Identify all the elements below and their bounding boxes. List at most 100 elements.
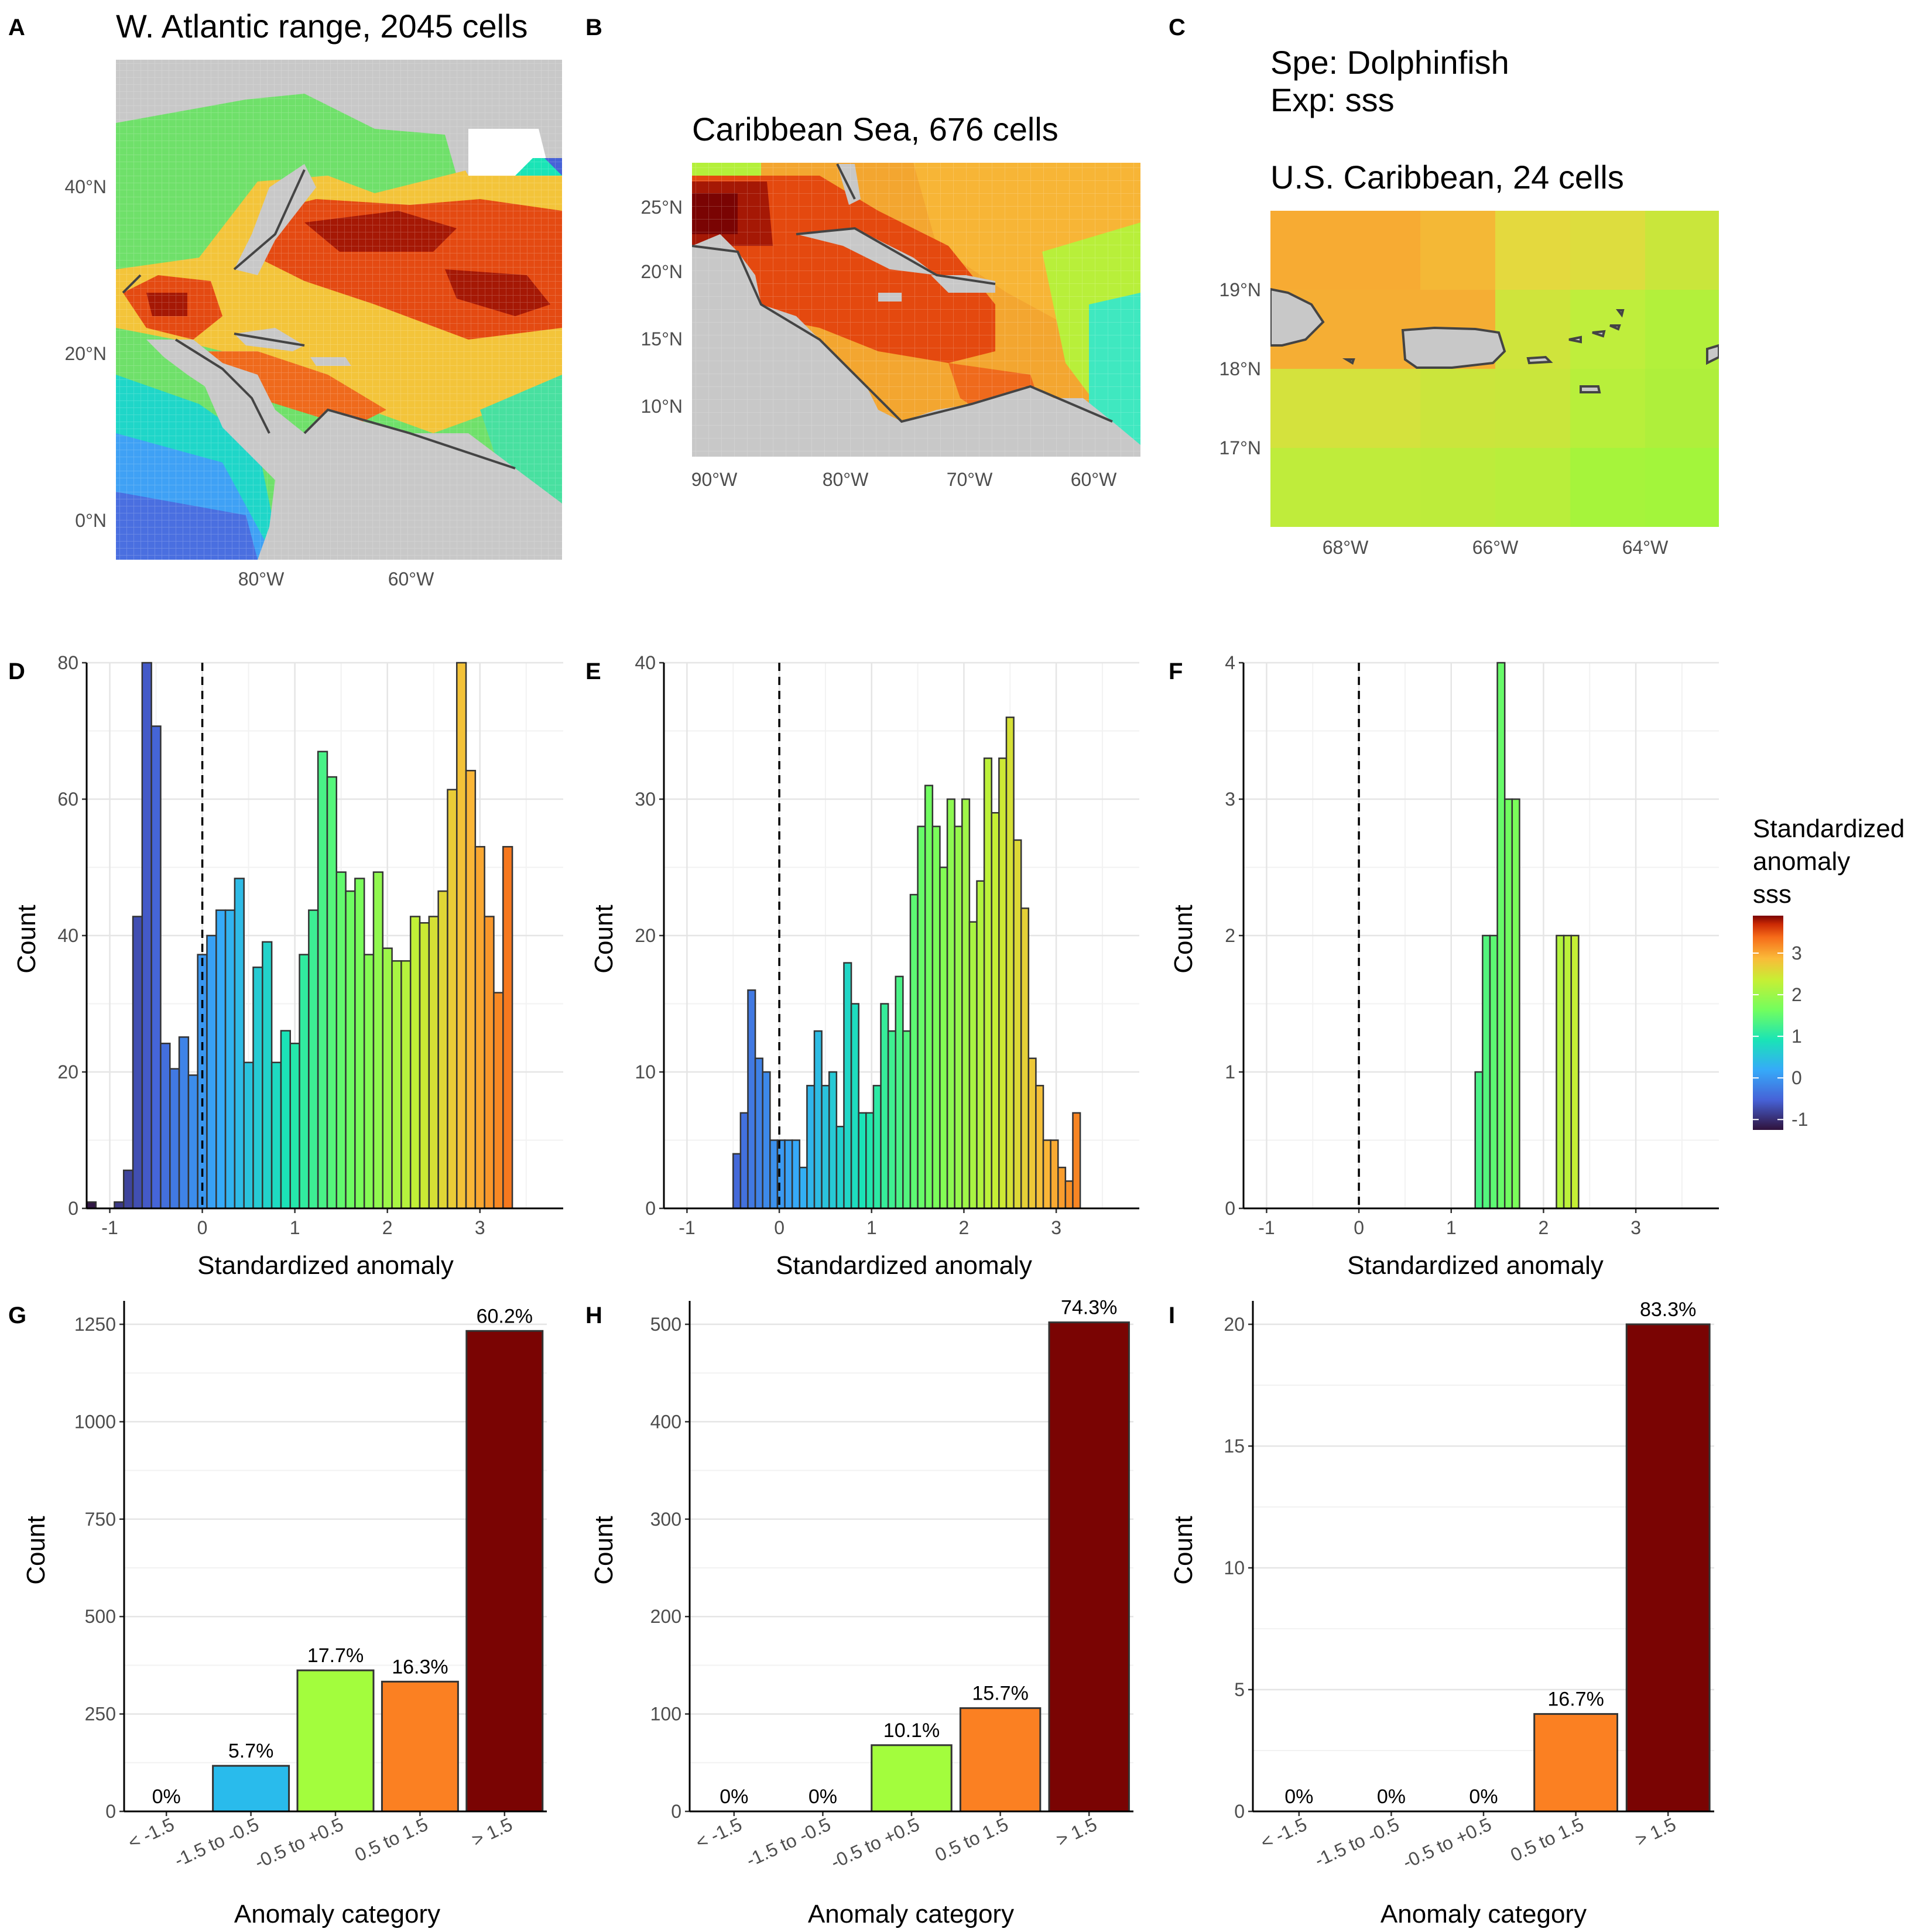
x-category-label: 0.5 to 1.5 — [1507, 1814, 1587, 1866]
y-tick-label: 80 — [57, 652, 78, 673]
histogram-bar — [806, 1085, 816, 1210]
histogram-bar — [1064, 1180, 1074, 1210]
histogram-bar — [363, 954, 375, 1210]
category-bar — [1625, 1323, 1711, 1813]
histogram-bar — [902, 1030, 912, 1210]
x-tick-c: 64°W — [1622, 537, 1669, 558]
y-tick-a: 0°N — [75, 510, 107, 531]
histogram-bar — [1050, 1139, 1059, 1210]
histogram-bar — [178, 1036, 190, 1210]
x-category-label: -0.5 to +0.5 — [1399, 1814, 1495, 1873]
y-tick-b: 15°N — [641, 328, 683, 350]
x-axis-label-e: Standardized anomaly — [776, 1251, 1032, 1280]
panel-tag-b: B — [585, 15, 602, 40]
category-bar — [381, 1680, 459, 1813]
x-tick-b: 70°W — [947, 469, 993, 490]
y-tick-label: 10 — [635, 1061, 656, 1083]
category-bar — [296, 1669, 375, 1813]
y-tick-label: 40 — [635, 652, 656, 673]
y-tick-label: 1000 — [74, 1411, 116, 1432]
histogram-bar — [280, 1030, 291, 1210]
y-tick-label: 15 — [1224, 1436, 1245, 1457]
y-tick-label: 500 — [85, 1606, 116, 1627]
panel-b: B Caribbean Sea, 676 cells 90°W — [585, 15, 1140, 490]
x-tick-label: 0 — [197, 1217, 208, 1238]
x-category-label: > 1.5 — [1053, 1814, 1101, 1851]
y-tick-label: 10 — [1224, 1557, 1245, 1578]
histogram-bar — [895, 975, 904, 1210]
histogram-bar — [122, 1169, 134, 1210]
x-axis-label-i: Anomaly category — [1381, 1900, 1587, 1928]
histogram-bar — [1072, 1112, 1081, 1210]
category-bar — [212, 1765, 290, 1813]
histogram-bar — [160, 1042, 171, 1210]
x-tick-b: 90°W — [691, 469, 738, 490]
histogram-bar — [299, 954, 310, 1210]
histogram-bar — [455, 662, 467, 1210]
y-axis-label-g: Count — [22, 1516, 50, 1584]
axis-y-c: 17°N 18°N 19°N — [1220, 279, 1262, 458]
bar-percent-label: 60.2% — [477, 1305, 533, 1327]
histogram-bar — [991, 812, 1000, 1210]
histogram-bar — [1013, 839, 1022, 1210]
x-tick-label: 2 — [959, 1217, 970, 1238]
x-tick-label: -1 — [101, 1217, 118, 1238]
y-tick-label: 200 — [650, 1606, 681, 1627]
y-tick-label: 300 — [650, 1509, 681, 1530]
x-category-label: > 1.5 — [468, 1814, 516, 1851]
legend-tick-label: 2 — [1791, 984, 1802, 1005]
y-tick-c: 19°N — [1220, 279, 1262, 300]
y-tick-label: 0 — [105, 1801, 116, 1822]
histogram-bar — [169, 1068, 180, 1210]
histogram-bar — [1474, 1071, 1484, 1210]
panel-tag-e: E — [585, 659, 601, 684]
x-category-label: < -1.5 — [1258, 1814, 1310, 1854]
histogram-bar — [747, 989, 756, 1210]
y-axis-label-h: Count — [590, 1516, 618, 1584]
bar-percent-label: 0% — [809, 1786, 837, 1808]
panel-title-c: U.S. Caribbean, 24 cells — [1270, 159, 1624, 196]
histogram-bar — [1027, 1057, 1037, 1210]
y-tick-label: 1 — [1225, 1061, 1235, 1083]
y-tick-label: 5 — [1234, 1679, 1245, 1700]
histogram-bar — [1556, 934, 1565, 1210]
y-tick-b: 10°N — [641, 396, 683, 417]
panel-title-b: Caribbean Sea, 676 cells — [692, 111, 1059, 148]
histogram-bar — [784, 1139, 793, 1210]
histogram-bar — [289, 1042, 300, 1210]
x-tick-label: 3 — [1630, 1217, 1641, 1238]
x-category-label: < -1.5 — [125, 1814, 177, 1854]
histogram-bar — [924, 785, 934, 1210]
y-tick-label: 100 — [650, 1704, 681, 1725]
x-category-label: -0.5 to +0.5 — [827, 1814, 923, 1873]
histogram-bar — [335, 871, 347, 1210]
histogram-bar — [308, 909, 319, 1210]
category-bar — [465, 1330, 544, 1813]
histogram-bar — [858, 1112, 867, 1210]
panel-tag-d: D — [8, 659, 25, 684]
y-tick-label: 0 — [645, 1198, 656, 1219]
histogram-bar — [114, 1201, 125, 1210]
panel-tag-g: G — [8, 1303, 26, 1328]
y-tick-label: 4 — [1225, 652, 1235, 673]
bar-percent-label: 0% — [1284, 1786, 1313, 1808]
x-category-label: 0.5 to 1.5 — [351, 1814, 431, 1866]
y-tick-b: 20°N — [641, 261, 683, 282]
x-tick-label: 1 — [290, 1217, 300, 1238]
y-tick-label: 0 — [1225, 1198, 1235, 1219]
x-tick-a: 80°W — [238, 568, 285, 590]
histogram-bar — [791, 1139, 801, 1210]
x-tick-label: 3 — [475, 1217, 485, 1238]
y-tick-label: 20 — [57, 1061, 78, 1083]
y-axis-label-d: Count — [12, 905, 41, 973]
bar-percent-label: 16.3% — [392, 1656, 448, 1678]
legend-title-line: Standardized — [1753, 814, 1904, 843]
y-tick-label: 0 — [68, 1198, 78, 1219]
category-bar — [871, 1744, 953, 1813]
y-tick-label: 750 — [85, 1509, 116, 1530]
histogram-bar — [409, 916, 421, 1210]
axis-x-c: 68°W 66°W 64°W — [1323, 537, 1669, 558]
bar-percent-label: 10.1% — [883, 1719, 940, 1742]
histogram-bar — [493, 992, 504, 1210]
